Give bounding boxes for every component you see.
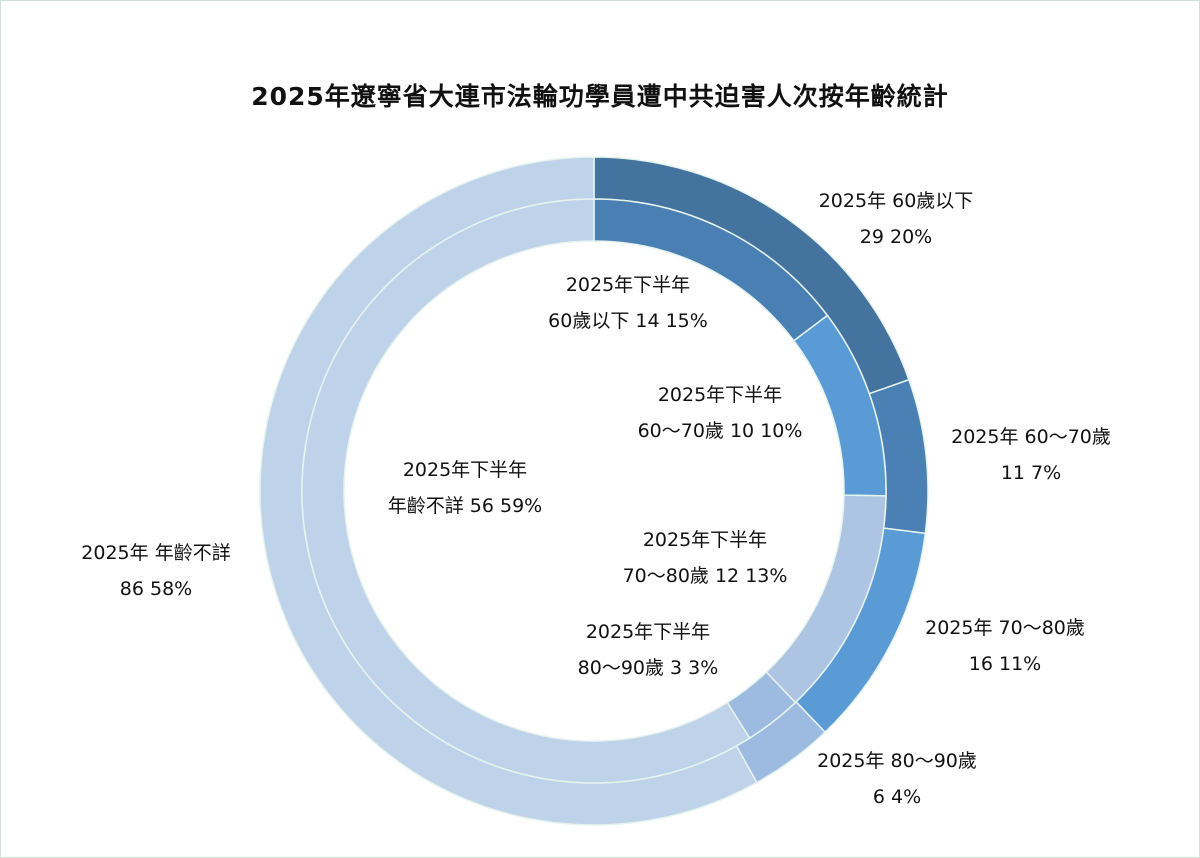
outer-label-1: 2025年 60～70歲 11 7% xyxy=(951,419,1111,491)
label-line: 2025年下半年 xyxy=(565,274,691,296)
label-line: 86 58% xyxy=(119,578,193,600)
label-line: 2025年 70～80歲 xyxy=(925,617,1085,639)
inner-label-1: 2025年下半年 60～70歲 10 10% xyxy=(638,377,803,449)
inner-slice-4 xyxy=(301,198,751,784)
label-line: 60～70歲 10 10% xyxy=(637,420,803,442)
label-line: 2025年下半年 xyxy=(585,621,711,643)
label-line: 2025年下半年 xyxy=(402,459,528,481)
label-line: 6 4% xyxy=(872,786,922,808)
label-line: 年齡不詳 56 59% xyxy=(387,495,543,517)
inner-label-2: 2025年下半年 70～80歲 12 13% xyxy=(623,522,788,594)
inner-label-0: 2025年下半年 60歲以下 14 15% xyxy=(548,267,708,339)
label-line: 60歲以下 14 15% xyxy=(548,310,708,332)
label-line: 11 7% xyxy=(1000,462,1062,484)
outer-label-0: 2025年 60歲以下 29 20% xyxy=(819,183,974,255)
label-line: 29 20% xyxy=(859,226,933,248)
outer-label-2: 2025年 70～80歲 16 11% xyxy=(925,610,1085,682)
outer-label-3: 2025年 80～90歲 6 4% xyxy=(817,743,977,815)
label-line: 2025年 60歲以下 xyxy=(818,190,974,212)
inner-label-3: 2025年下半年 80～90歲 3 3% xyxy=(578,614,719,686)
label-line: 70～80歲 12 13% xyxy=(622,565,788,587)
label-line: 2025年 80～90歲 xyxy=(817,750,977,772)
label-line: 2025年 60～70歲 xyxy=(951,426,1111,448)
chart-title: 2025年遼寧省大連市法輪功學員遭中共迫害人次按年齡統計 xyxy=(251,82,949,111)
outer-label-4: 2025年 年齡不詳 86 58% xyxy=(81,535,230,607)
inner-label-4: 2025年下半年 年齡不詳 56 59% xyxy=(388,452,543,524)
label-line: 2025年 年齡不詳 xyxy=(81,542,231,564)
label-line: 2025年下半年 xyxy=(642,529,768,551)
label-line: 80～90歲 3 3% xyxy=(577,657,719,679)
label-line: 2025年下半年 xyxy=(657,384,783,406)
label-line: 16 11% xyxy=(968,653,1042,675)
